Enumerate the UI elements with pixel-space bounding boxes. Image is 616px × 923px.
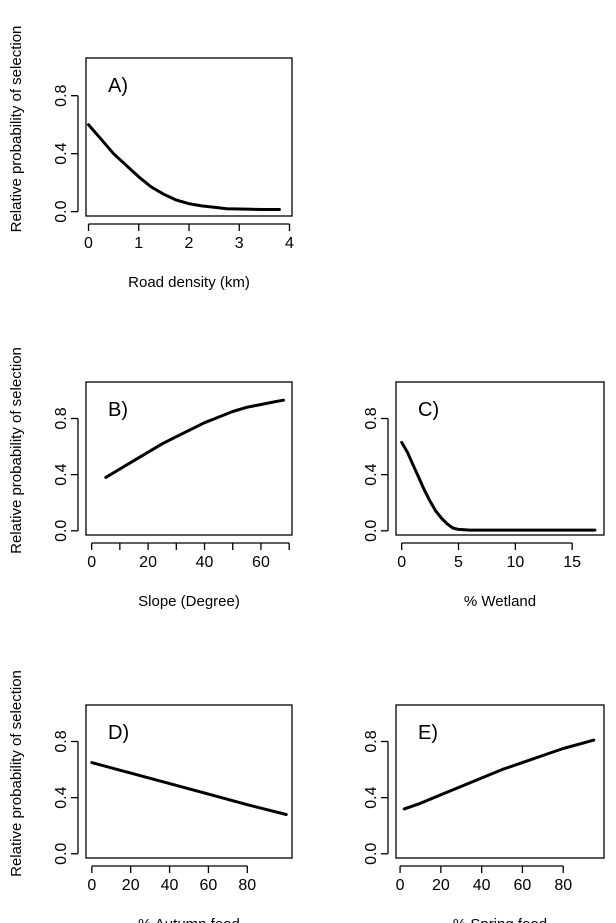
y-axis-title: Relative probability of selection [8, 347, 25, 554]
x-tick-label: 20 [139, 554, 157, 571]
panel-label: C) [418, 399, 439, 421]
x-axis-title: % Autumn food [138, 916, 240, 923]
x-tick-label: 40 [473, 877, 491, 894]
x-axis-title: % Wetland [464, 593, 536, 610]
x-tick-label: 40 [161, 877, 179, 894]
x-tick-label: 3 [235, 235, 244, 252]
x-axis-title: Road density (km) [128, 274, 250, 291]
plot-frame [395, 381, 605, 536]
y-axis-title: Relative probability of selection [8, 26, 25, 233]
plot-frame [85, 57, 293, 217]
x-tick-label: 0 [87, 877, 96, 894]
y-tick-label: 0.8 [53, 730, 70, 752]
x-tick-label: 4 [285, 235, 294, 252]
y-tick-label: 0.8 [53, 407, 70, 429]
panel-label: A) [108, 75, 128, 97]
y-tick-label: 0.8 [53, 84, 70, 106]
x-tick-label: 80 [238, 877, 256, 894]
y-tick-label: 0.0 [363, 520, 380, 542]
y-tick-label: 0.0 [53, 520, 70, 542]
y-tick-label: 0.4 [53, 142, 70, 164]
x-tick-label: 60 [252, 554, 270, 571]
x-tick-label: 2 [185, 235, 194, 252]
panel-label: D) [108, 722, 129, 744]
x-tick-label: 60 [514, 877, 532, 894]
y-tick-label: 0.0 [53, 200, 70, 222]
series-line-slope [104, 398, 285, 479]
series-line-road-density [87, 123, 281, 211]
panel-spring-food: 0 20 40 60 80 0.0 0.4 0.8 E) % Spring food [363, 704, 605, 923]
panel-wetland: 0 5 10 15 0.0 0.4 0.8 C) % Wetland [363, 381, 605, 610]
plot-frame [85, 704, 293, 859]
x-tick-label: 0 [396, 877, 405, 894]
x-tick-label: 5 [454, 554, 463, 571]
x-tick-label: 0 [87, 554, 96, 571]
plot-frame [85, 381, 293, 536]
series-line-spring-food [402, 738, 596, 811]
panel-label: B) [108, 399, 128, 421]
series-line-autumn-food [90, 761, 288, 816]
panel-label: E) [418, 722, 438, 744]
x-axis-title: Slope (Degree) [138, 593, 240, 610]
panel-slope: 0 20 40 60 0.0 0.4 0.8 B) Slope (Degree) Relative… [8, 347, 293, 610]
x-tick-label: 10 [506, 554, 524, 571]
y-tick-label: 0.0 [53, 843, 70, 865]
x-tick-label: 15 [563, 554, 581, 571]
y-tick-label: 0.0 [363, 843, 380, 865]
x-tick-label: 40 [196, 554, 214, 571]
x-axis-title: % Spring food [453, 916, 547, 923]
y-axis-title: Relative probability of selection [8, 670, 25, 877]
plot-frame [395, 704, 605, 859]
x-tick-label: 80 [554, 877, 572, 894]
x-tick-label: 0 [397, 554, 406, 571]
x-tick-label: 20 [432, 877, 450, 894]
panel-autumn-food: 0 20 40 60 80 0.0 0.4 0.8 D) % Autumn food Relativ… [8, 670, 293, 923]
y-tick-label: 0.4 [363, 463, 380, 485]
y-tick-label: 0.4 [363, 786, 380, 808]
x-tick-label: 1 [134, 235, 143, 252]
y-tick-label: 0.4 [53, 463, 70, 485]
y-tick-label: 0.4 [53, 786, 70, 808]
x-tick-label: 60 [200, 877, 218, 894]
panel-road-density: 0 1 2 3 4 0.0 0.4 0.8 A) Road density (km) Relativ… [8, 26, 294, 291]
y-tick-label: 0.8 [363, 407, 380, 429]
x-tick-label: 0 [84, 235, 93, 252]
y-tick-label: 0.8 [363, 730, 380, 752]
x-tick-label: 20 [122, 877, 140, 894]
series-line-wetland [400, 440, 597, 532]
